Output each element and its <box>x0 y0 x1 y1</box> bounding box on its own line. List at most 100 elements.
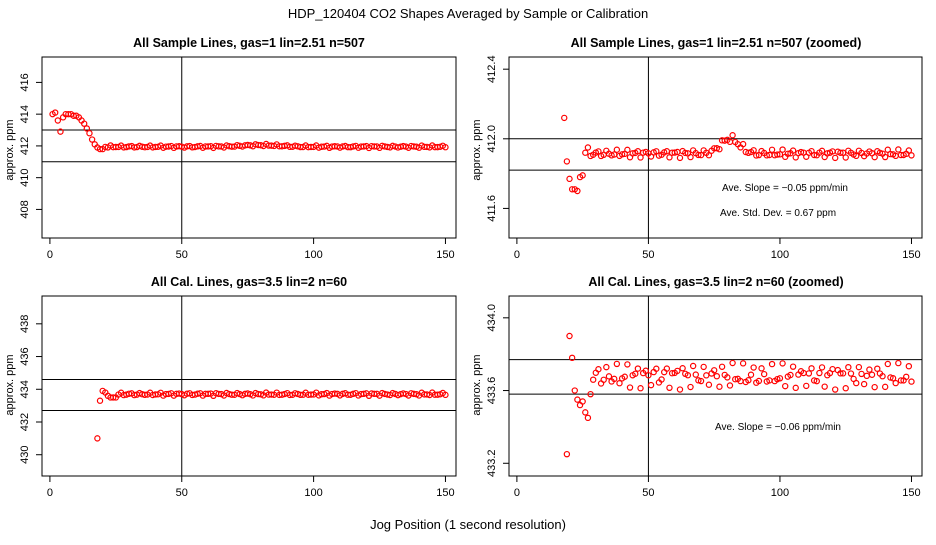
data-point <box>729 359 736 367</box>
data-point <box>244 390 251 397</box>
x-tick-label: 50 <box>176 487 188 499</box>
x-tick-label: 50 <box>176 249 188 261</box>
data-point <box>776 151 784 158</box>
x-tick-label: 0 <box>47 487 53 499</box>
data-point <box>792 384 799 392</box>
data-point <box>687 153 694 161</box>
data-point <box>616 379 623 387</box>
data-point <box>724 374 731 381</box>
data-point <box>297 391 304 399</box>
y-tick-label: 436 <box>19 347 31 365</box>
x-tick-label: 0 <box>514 487 520 499</box>
data-point <box>760 370 768 378</box>
data-point <box>637 154 644 161</box>
data-point <box>831 386 839 393</box>
data-point <box>561 114 568 122</box>
data-point <box>747 371 755 378</box>
data-point <box>568 354 576 362</box>
data-point <box>797 148 805 156</box>
data-point <box>905 362 913 370</box>
data-point <box>718 363 726 370</box>
data-point <box>866 366 873 373</box>
data-point <box>645 372 652 379</box>
data-point <box>595 366 602 373</box>
data-point <box>853 379 860 387</box>
data-point <box>629 150 636 157</box>
y-tick-label: 416 <box>19 73 31 91</box>
data-point <box>789 147 797 154</box>
data-point <box>689 362 697 370</box>
y-tick-label: 438 <box>19 315 31 333</box>
data-point <box>571 387 578 394</box>
data-point <box>845 363 852 371</box>
data-point <box>858 370 865 378</box>
data-point <box>905 147 913 154</box>
data-point <box>753 152 760 159</box>
data-point <box>684 372 692 379</box>
data-point <box>847 370 855 377</box>
panel-sample-lines: All Sample Lines, gas=1 lin=2.51 n=507 a… <box>4 36 457 261</box>
data-point <box>57 128 64 135</box>
data-point <box>658 376 665 383</box>
data-point <box>726 382 734 389</box>
data-point <box>80 120 88 127</box>
data-point <box>768 146 776 153</box>
data-point <box>653 365 660 372</box>
data-point <box>371 390 378 398</box>
data-point <box>695 377 702 384</box>
data-point <box>442 144 449 151</box>
data-point <box>750 364 757 371</box>
data-point <box>204 390 212 398</box>
data-point <box>642 367 649 374</box>
data-point <box>739 360 747 367</box>
data-point <box>787 371 794 379</box>
data-point <box>88 136 96 143</box>
y-tick-label: 434.0 <box>486 304 498 332</box>
y-tick-label: 434 <box>19 380 31 398</box>
data-point <box>626 384 634 391</box>
data-point <box>582 149 589 156</box>
data-point <box>782 382 789 390</box>
data-point <box>676 386 684 393</box>
data-point <box>632 370 639 377</box>
data-point <box>109 394 117 401</box>
data-point <box>810 151 818 159</box>
data-point <box>666 154 673 161</box>
data-point <box>808 365 815 372</box>
data-point <box>837 149 844 156</box>
data-point <box>679 365 686 372</box>
data-point <box>758 365 765 372</box>
data-point <box>400 390 407 397</box>
data-point <box>589 376 597 383</box>
data-point <box>810 377 818 384</box>
data-point <box>897 377 905 384</box>
data-point <box>584 414 592 422</box>
plot-frame <box>508 56 923 239</box>
data-point <box>729 132 736 139</box>
data-point <box>839 149 847 156</box>
panel-title: All Sample Lines, gas=1 lin=2.51 n=507 <box>133 36 365 50</box>
data-point <box>671 149 678 156</box>
data-point <box>96 145 104 153</box>
data-point <box>666 384 673 392</box>
data-point <box>613 146 621 153</box>
data-point <box>668 370 676 377</box>
data-point <box>784 150 792 157</box>
x-tick-label: 150 <box>436 249 454 261</box>
y-tick-label: 433.6 <box>486 377 498 405</box>
annotation-text: Ave. Std. Dev. = 0.67 ppm <box>720 208 836 219</box>
x-tick-label: 50 <box>642 487 654 499</box>
annotation-text: Ave. Slope = −0.06 ppm/min <box>715 422 841 433</box>
y-axis-label: approx. ppm <box>4 354 16 415</box>
data-point <box>779 360 786 367</box>
data-point <box>713 372 721 380</box>
data-point <box>307 391 315 398</box>
data-point <box>613 360 621 368</box>
y-axis-label: approx. ppm <box>471 119 483 180</box>
x-axis-label: Jog Position (1 second resolution) <box>370 517 566 532</box>
data-point <box>739 140 747 148</box>
data-point <box>824 150 831 157</box>
data-point <box>716 146 723 153</box>
data-point <box>595 148 602 155</box>
